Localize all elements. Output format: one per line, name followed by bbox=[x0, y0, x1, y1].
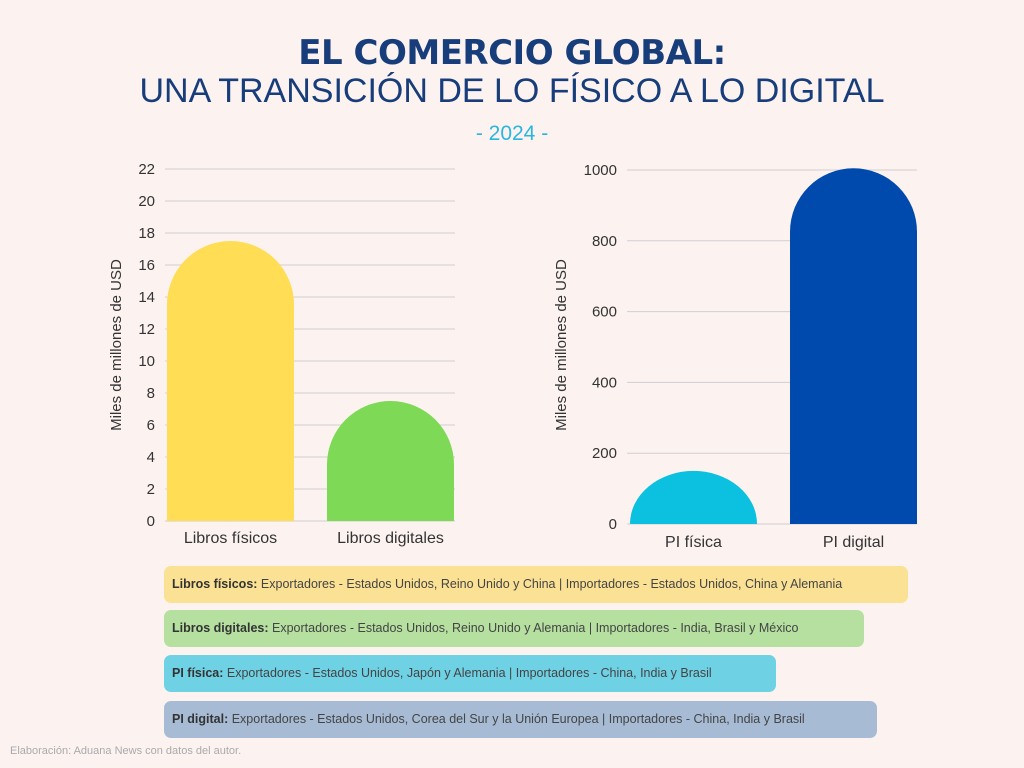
y-tick-label: 6 bbox=[147, 417, 155, 434]
y-tick-label: 200 bbox=[592, 445, 617, 462]
y-tick-label: 10 bbox=[138, 353, 155, 370]
legend-box-text: Exportadores - Estados Unidos, Japón y A… bbox=[223, 666, 712, 680]
x-category-label: PI digital bbox=[823, 534, 884, 551]
y-axis-label: Miles de millones de USD bbox=[108, 259, 125, 431]
y-tick-label: 0 bbox=[609, 516, 617, 533]
y-axis-label: Miles de millones de USD bbox=[553, 259, 570, 431]
bar-pi-física bbox=[630, 470, 757, 524]
legend-box-label: Libros físicos: bbox=[172, 577, 258, 591]
legend-box-text: Exportadores - Estados Unidos, Reino Uni… bbox=[268, 621, 799, 635]
legend-box-pi-digital: PI digital: Exportadores - Estados Unido… bbox=[164, 701, 877, 738]
charts-canvas: 0 2 4 6 8 10 12 14 16 18 20 22 Libros físicos Libros … bbox=[108, 161, 917, 551]
y-tick-label: 0 bbox=[147, 513, 155, 530]
y-tick-label: 1000 bbox=[584, 162, 617, 179]
x-category-label: Libros físicos bbox=[184, 530, 277, 547]
y-tick-label: 18 bbox=[138, 225, 155, 242]
chart-subtitle: UNA TRANSICIÓN DE LO FÍSICO A LO DIGITAL bbox=[139, 72, 885, 110]
chart-2: 0 200 400 600 800 1000 PI física PI digital Mile… bbox=[553, 162, 917, 551]
bar-pi-digital bbox=[790, 168, 917, 525]
y-tick-label: 20 bbox=[138, 193, 155, 210]
legend-box-text: Exportadores - Estados Unidos, Reino Uni… bbox=[257, 577, 843, 591]
legend-box-label: PI física: bbox=[172, 666, 224, 680]
legend-box-label: PI digital: bbox=[172, 712, 229, 726]
y-tick-label: 14 bbox=[138, 289, 155, 306]
y-tick-label: 800 bbox=[592, 233, 617, 250]
chart-title: EL COMERCIO GLOBAL: bbox=[298, 33, 726, 73]
y-tick-label: 16 bbox=[138, 257, 155, 274]
legend-box-text: Exportadores - Estados Unidos, Corea del… bbox=[228, 712, 805, 726]
y-tick-label: 400 bbox=[592, 374, 617, 391]
y-tick-label: 600 bbox=[592, 304, 617, 321]
bar-libros-físicos bbox=[167, 241, 294, 521]
x-category-label: Libros digitales bbox=[337, 530, 444, 547]
chart-year: - 2024 - bbox=[475, 122, 549, 145]
y-tick-label: 8 bbox=[147, 385, 155, 402]
source-note: Elaboración: Aduana News con datos del a… bbox=[10, 745, 242, 757]
y-tick-label: 22 bbox=[138, 161, 155, 178]
y-tick-label: 2 bbox=[147, 481, 155, 498]
chart-1: 0 2 4 6 8 10 12 14 16 18 20 22 Libros físicos Libros … bbox=[108, 161, 455, 547]
x-category-label: PI física bbox=[665, 534, 722, 551]
legend-box-libros-digitales: Libros digitales: Exportadores - Estados… bbox=[164, 610, 864, 647]
legend-box-label: Libros digitales: bbox=[172, 621, 269, 635]
bar-libros-digitales bbox=[327, 401, 454, 521]
legend-box-libros-fisicos: Libros físicos: Exportadores - Estados U… bbox=[164, 566, 908, 603]
y-tick-label: 12 bbox=[138, 321, 155, 338]
y-tick-label: 4 bbox=[147, 449, 155, 466]
legend-box-pi-fisica: PI física: Exportadores - Estados Unidos… bbox=[164, 655, 776, 692]
